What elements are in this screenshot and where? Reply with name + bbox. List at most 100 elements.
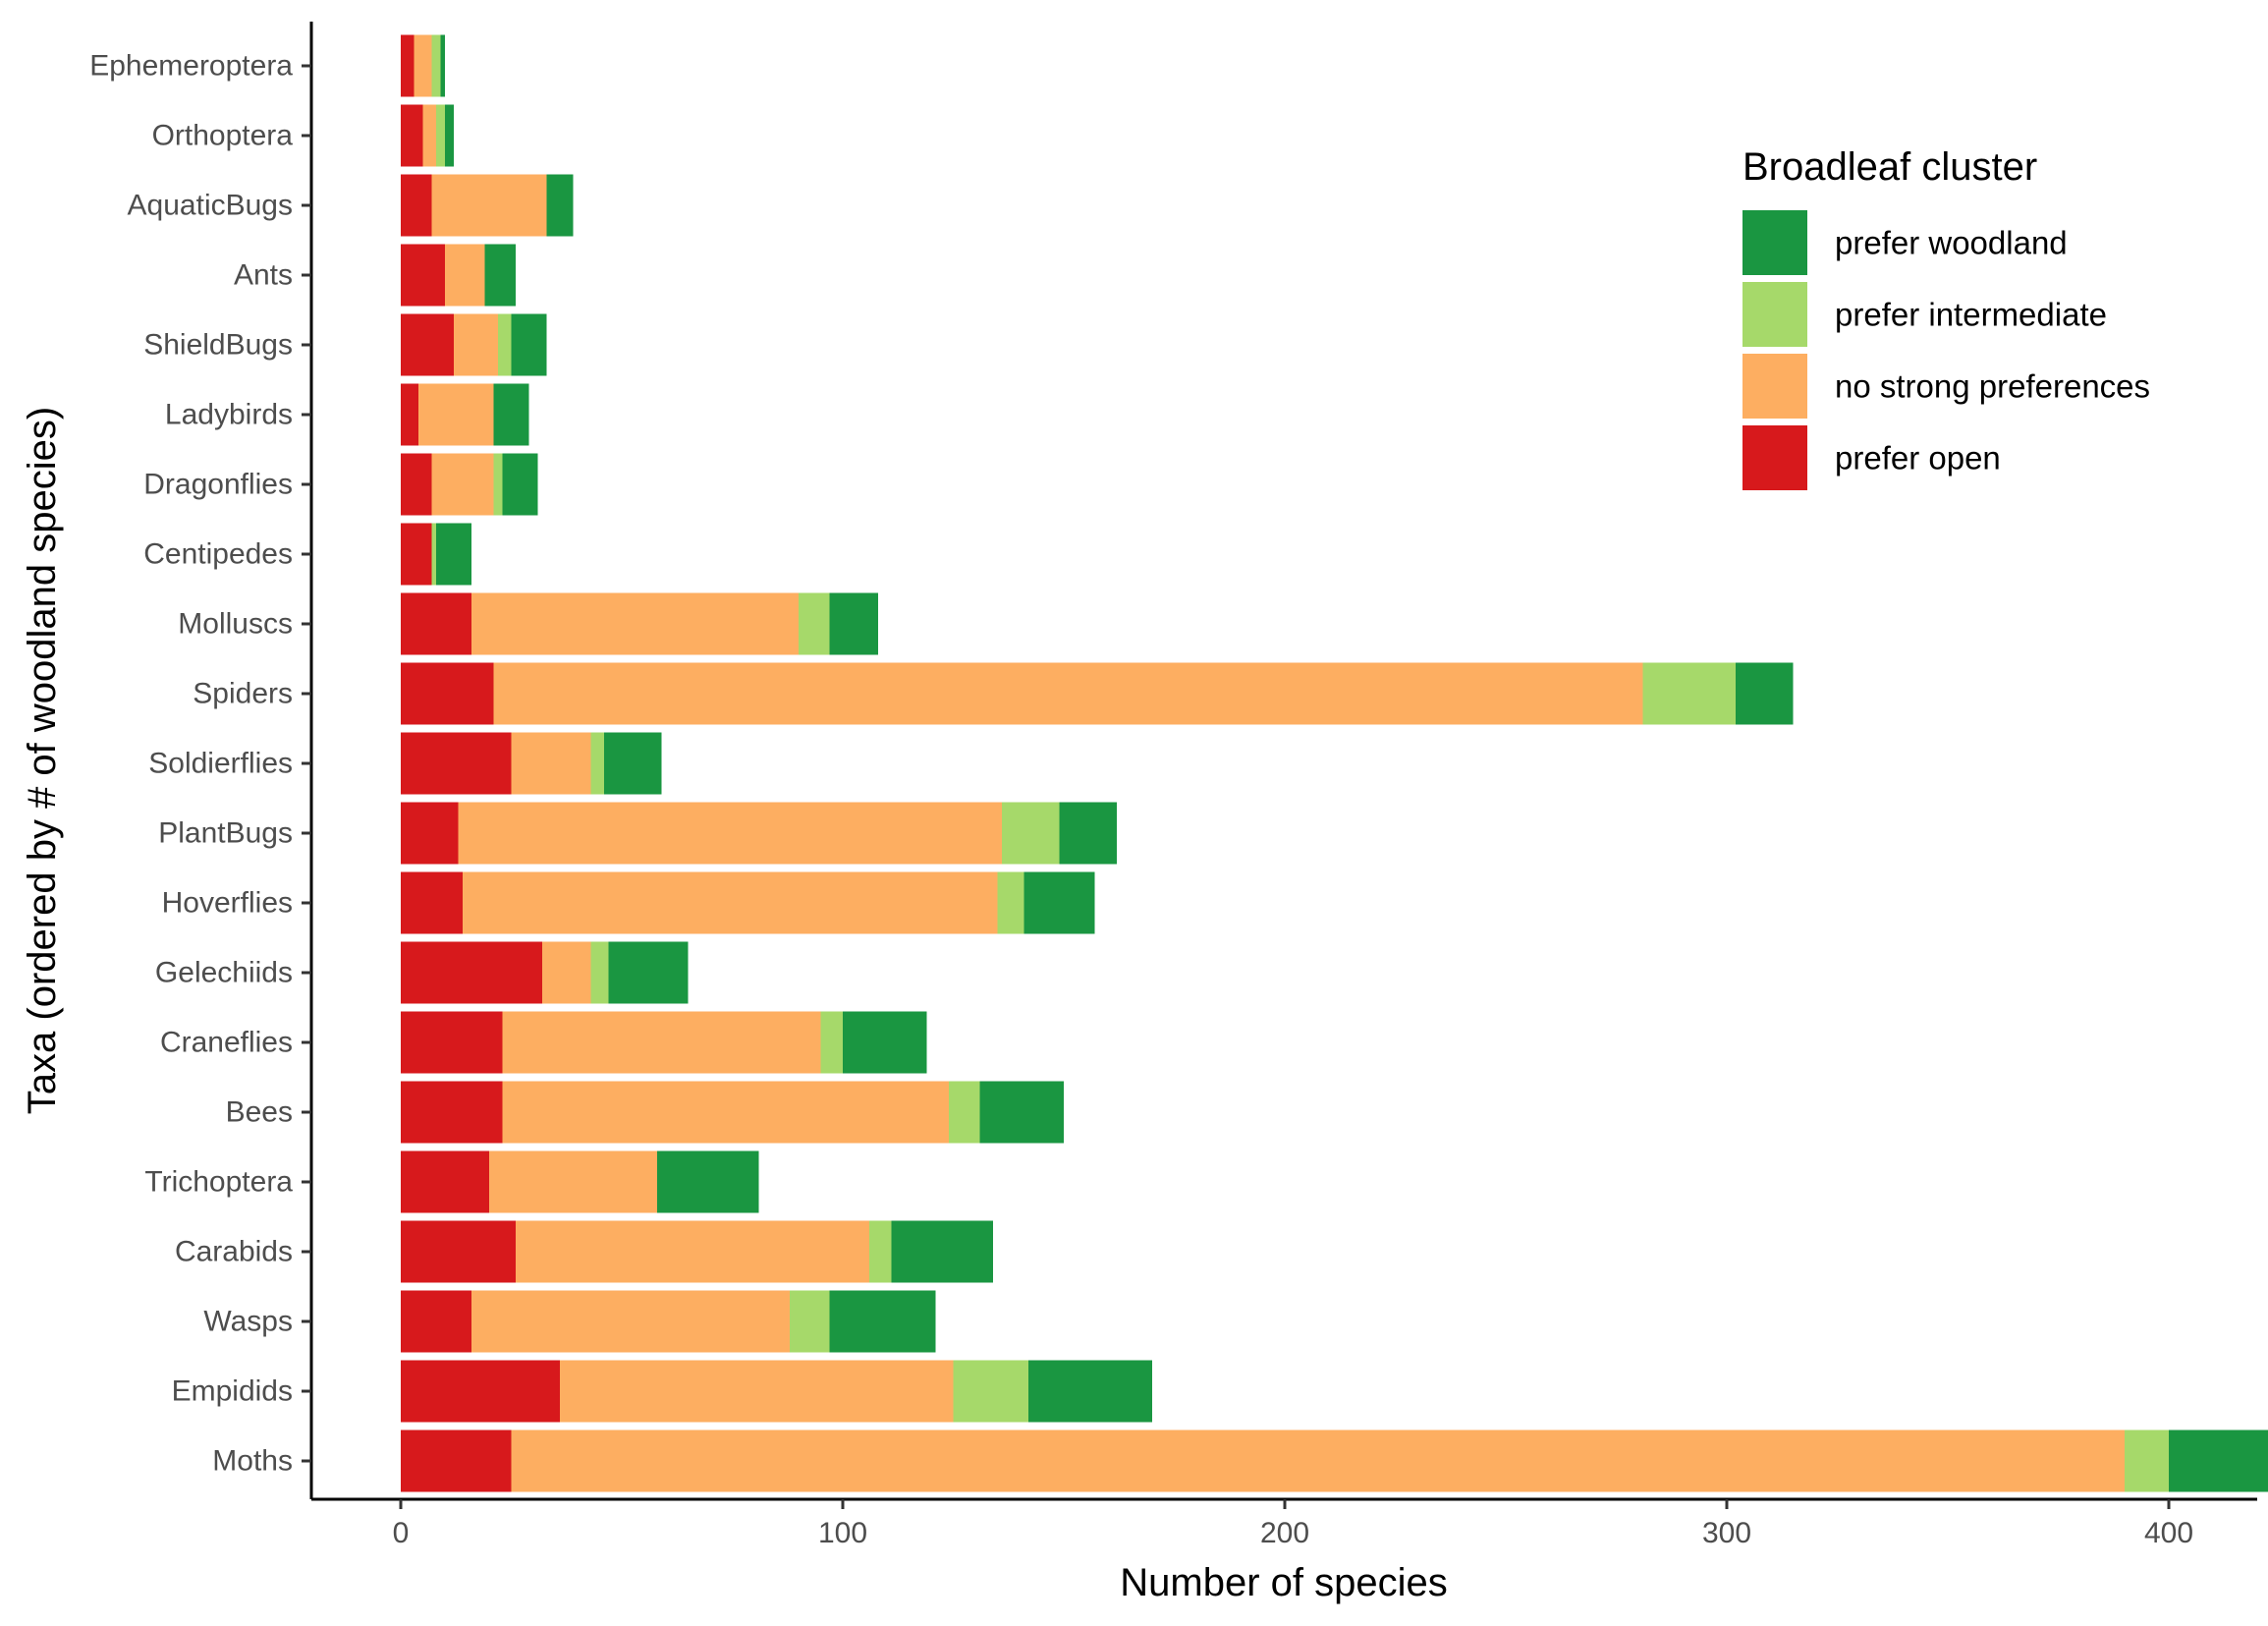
- bar-moths-prefer-open: [401, 1430, 512, 1492]
- x-tick-label: 200: [1260, 1517, 1309, 1549]
- bar-ephemeroptera-prefer-intermediate: [431, 34, 441, 97]
- bar-empidids-prefer-open: [401, 1360, 560, 1423]
- legend-label-prefer-open: prefer open: [1835, 440, 2001, 477]
- legend-swatch-no-strong-preferences: [1742, 354, 1807, 419]
- bar-carabids-no-strong-preferences: [516, 1220, 869, 1283]
- x-axis-title: Number of species: [1120, 1561, 1447, 1604]
- bar-hoverflies-no-strong-preferences: [463, 871, 998, 934]
- bar-dragonflies-prefer-intermediate: [493, 453, 503, 516]
- bar-orthoptera-prefer-open: [401, 104, 423, 167]
- bar-spiders-prefer-woodland: [1736, 662, 1794, 725]
- bar-gelechiids-prefer-open: [401, 941, 542, 1004]
- bar-wasps-prefer-open: [401, 1290, 471, 1353]
- bar-craneflies-prefer-intermediate: [820, 1011, 843, 1074]
- bar-wasps-prefer-intermediate: [790, 1290, 830, 1353]
- bar-empidids-no-strong-preferences: [560, 1360, 954, 1423]
- y-tick-label: Craneflies: [160, 1027, 293, 1059]
- bar-bees-no-strong-preferences: [502, 1081, 949, 1144]
- bar-molluscs-prefer-intermediate: [799, 592, 830, 655]
- bar-ants-prefer-woodland: [484, 244, 516, 307]
- bar-dragonflies-prefer-woodland: [502, 453, 538, 516]
- bar-spiders-prefer-intermediate: [1642, 662, 1736, 725]
- bar-ants-prefer-open: [401, 244, 445, 307]
- bar-trichoptera-prefer-woodland: [657, 1150, 759, 1213]
- y-tick-label: ShieldBugs: [143, 329, 293, 362]
- y-tick-label: Carabids: [175, 1236, 293, 1268]
- bar-soldierflies-prefer-intermediate: [590, 732, 604, 795]
- bar-shieldbugs-prefer-intermediate: [498, 313, 512, 376]
- bar-gelechiids-no-strong-preferences: [542, 941, 591, 1004]
- bar-shieldbugs-prefer-woodland: [511, 313, 547, 376]
- bar-plantbugs-no-strong-preferences: [458, 802, 1002, 865]
- bar-empidids-prefer-intermediate: [953, 1360, 1028, 1423]
- bar-ants-no-strong-preferences: [445, 244, 485, 307]
- bar-bees-prefer-open: [401, 1081, 503, 1144]
- bar-aquaticbugs-no-strong-preferences: [431, 174, 547, 237]
- bar-moths-prefer-woodland: [2169, 1430, 2268, 1492]
- y-tick-label: AquaticBugs: [128, 190, 293, 222]
- bar-dragonflies-no-strong-preferences: [431, 453, 494, 516]
- y-tick-label: Soldierflies: [148, 748, 293, 780]
- x-tick-label: 0: [393, 1517, 410, 1549]
- y-tick-label: Centipedes: [143, 538, 293, 571]
- y-tick-label: Hoverflies: [162, 887, 293, 920]
- legend-swatch-prefer-open: [1742, 425, 1807, 490]
- x-tick-label: 100: [818, 1517, 867, 1549]
- bar-ladybirds-no-strong-preferences: [418, 383, 494, 446]
- y-tick-label: Spiders: [193, 678, 293, 710]
- bar-moths-prefer-intermediate: [2125, 1430, 2169, 1492]
- y-tick-label: Trichoptera: [144, 1166, 293, 1199]
- bar-aquaticbugs-prefer-woodland: [546, 174, 574, 237]
- bar-bees-prefer-woodland: [979, 1081, 1064, 1144]
- x-ticks-layer: 0 100 200 300 400: [393, 1499, 2193, 1549]
- bar-centipedes-prefer-open: [401, 523, 432, 586]
- bar-dragonflies-prefer-open: [401, 453, 432, 516]
- bar-craneflies-prefer-open: [401, 1011, 503, 1074]
- bar-craneflies-no-strong-preferences: [502, 1011, 821, 1074]
- y-tick-label: Moths: [212, 1445, 293, 1478]
- y-tick-label: Ephemeroptera: [89, 50, 293, 83]
- bar-shieldbugs-prefer-open: [401, 313, 454, 376]
- bar-plantbugs-prefer-intermediate: [1002, 802, 1060, 865]
- bars-layer: [401, 34, 2268, 1492]
- y-tick-label: PlantBugs: [158, 817, 293, 850]
- bar-bees-prefer-intermediate: [949, 1081, 980, 1144]
- y-tick-label: Wasps: [203, 1306, 293, 1338]
- bar-centipedes-prefer-intermediate: [431, 523, 436, 586]
- bar-ladybirds-prefer-woodland: [493, 383, 529, 446]
- bar-spiders-prefer-open: [401, 662, 494, 725]
- legend-title: Broadleaf cluster: [1742, 145, 2037, 189]
- y-tick-label: Ladybirds: [165, 399, 293, 431]
- y-tick-label: Gelechiids: [155, 957, 293, 989]
- bar-carabids-prefer-woodland: [891, 1220, 993, 1283]
- bar-trichoptera-no-strong-preferences: [489, 1150, 657, 1213]
- y-tick-label: Bees: [226, 1096, 293, 1129]
- bar-ephemeroptera-prefer-woodland: [440, 34, 445, 97]
- bar-ephemeroptera-no-strong-preferences: [414, 34, 432, 97]
- bar-soldierflies-no-strong-preferences: [511, 732, 591, 795]
- x-tick-label: 400: [2144, 1517, 2193, 1549]
- bar-carabids-prefer-open: [401, 1220, 516, 1283]
- bar-soldierflies-prefer-woodland: [604, 732, 662, 795]
- bar-craneflies-prefer-woodland: [843, 1011, 927, 1074]
- bar-molluscs-no-strong-preferences: [471, 592, 799, 655]
- legend-items: prefer woodland prefer intermediate no str…: [1742, 210, 2150, 490]
- bar-orthoptera-prefer-woodland: [445, 104, 454, 167]
- y-tick-label: Empidids: [172, 1375, 293, 1408]
- legend-label-prefer-woodland: prefer woodland: [1835, 225, 2068, 261]
- bar-orthoptera-prefer-intermediate: [436, 104, 445, 167]
- bar-hoverflies-prefer-open: [401, 871, 463, 934]
- bar-spiders-no-strong-preferences: [493, 662, 1643, 725]
- bar-wasps-prefer-woodland: [829, 1290, 936, 1353]
- bar-aquaticbugs-prefer-open: [401, 174, 432, 237]
- legend-swatch-prefer-intermediate: [1742, 282, 1807, 347]
- bar-plantbugs-prefer-woodland: [1059, 802, 1117, 865]
- bar-orthoptera-no-strong-preferences: [422, 104, 436, 167]
- bar-ladybirds-prefer-open: [401, 383, 418, 446]
- bar-centipedes-prefer-woodland: [436, 523, 471, 586]
- y-tick-label: Dragonflies: [143, 469, 293, 501]
- y-tick-label: Molluscs: [178, 608, 293, 641]
- bar-carabids-prefer-intermediate: [869, 1220, 892, 1283]
